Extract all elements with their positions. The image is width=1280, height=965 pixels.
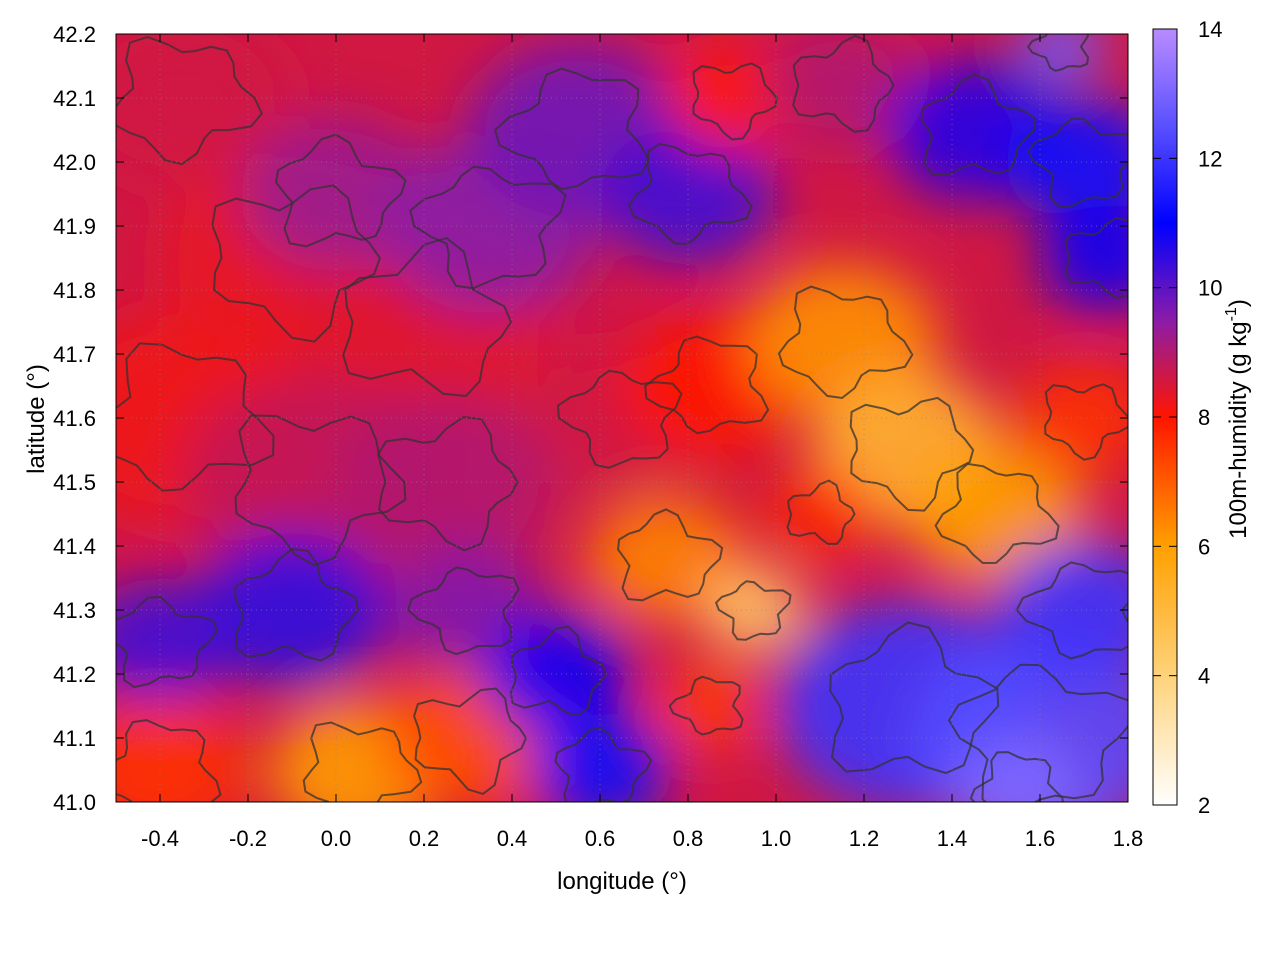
colorbar-label: 100m-humidity (g kg-1)	[1223, 299, 1252, 539]
contour-line-10	[1027, 117, 1128, 208]
y-tick-label-4: 41.4	[53, 534, 96, 559]
humidity-region-29	[701, 567, 807, 653]
contour-line-8	[792, 34, 895, 133]
humidity-region-0	[116, 34, 292, 186]
y-tick-label-1: 41.1	[53, 726, 96, 751]
contour-line-20	[413, 687, 528, 796]
contour-line-5	[493, 67, 650, 191]
y-tick-label-2: 41.2	[53, 662, 96, 687]
contour-line-19	[302, 721, 423, 802]
contour-line-37	[969, 751, 1064, 802]
contour-line-6	[627, 142, 753, 246]
humidity-region-33	[1040, 205, 1128, 311]
humidity-heatmap	[116, 34, 1128, 802]
contour-line-7	[692, 62, 778, 141]
humidity-region-10	[1004, 98, 1128, 226]
contour-line-23	[556, 369, 683, 469]
x-tick-label-9: 1.4	[937, 826, 968, 851]
colorbar-tick-label-5: 12	[1198, 146, 1222, 171]
x-tick-label-5: 0.6	[585, 826, 616, 851]
y-tick-label-12: 42.2	[53, 22, 96, 47]
x-tick-label-7: 1.0	[761, 826, 792, 851]
humidity-region-37	[952, 736, 1084, 802]
y-tick-label-6: 41.6	[53, 406, 96, 431]
x-tick-label-1: -0.2	[229, 826, 267, 851]
x-tick-label-3: 0.2	[409, 826, 440, 851]
contour-line-31	[934, 462, 1060, 565]
plot-area	[116, 34, 1128, 802]
x-tick-label-4: 0.4	[497, 826, 528, 851]
colorbar-tick-label-6: 14	[1198, 17, 1222, 42]
humidity-region-18	[116, 699, 248, 802]
humidity-region-28	[586, 495, 746, 623]
contour-line-28	[616, 508, 724, 602]
contour-line-4	[409, 165, 567, 290]
contour-line-2	[342, 236, 513, 398]
colorbar-label-sup: -1	[1223, 307, 1240, 321]
y-axis-label: latitude (°)	[23, 364, 50, 474]
x-tick-label-10: 1.6	[1025, 826, 1056, 851]
contour-line-1	[211, 184, 382, 343]
humidity-region-32	[1018, 365, 1128, 471]
contour-line-24	[644, 335, 770, 435]
contour-line-33	[1064, 216, 1128, 300]
humidity-region-36	[996, 539, 1128, 681]
contour-line-16	[116, 595, 219, 689]
y-tick-label-11: 42.1	[53, 86, 96, 111]
contour-line-11	[1026, 34, 1090, 72]
contour-line-13	[234, 414, 407, 567]
colorbar-tick-label-4: 10	[1198, 276, 1222, 301]
contour-line-3	[275, 133, 407, 248]
grid-lines	[116, 34, 1128, 802]
y-tick-label-9: 41.9	[53, 214, 96, 239]
contour-line-27	[786, 479, 856, 545]
y-tick-label-5: 41.5	[53, 470, 96, 495]
contour-line-9	[920, 73, 1037, 176]
humidity-region-11	[1018, 34, 1106, 82]
humidity-region-8	[762, 34, 922, 149]
contour-line-29	[714, 580, 792, 641]
x-axis: -0.4 -0.2 0.0 0.2 0.4 0.6 0.8 1.0 1.2 1.4 1.6 1.8	[141, 34, 1143, 851]
x-tick-label-0: -0.4	[141, 826, 179, 851]
terrain-contours	[116, 34, 1128, 802]
y-tick-label-0: 41.0	[53, 790, 96, 815]
contour-line-34	[829, 621, 1000, 775]
colorbar-ticks: 2 4 6 8 10 12 14	[1153, 17, 1222, 818]
contour-line-25	[777, 285, 914, 400]
contour-line-17	[407, 566, 520, 656]
contour-line-35	[947, 663, 1128, 802]
contour-line-14	[377, 416, 519, 552]
y-tick-label-3: 41.3	[53, 598, 96, 623]
colorbar-tick-label-3: 8	[1198, 405, 1210, 430]
y-axis: 41.0 41.1 41.2 41.3 41.4 41.5 41.6 41.7 41.8 41.9…	[53, 22, 1128, 815]
y-tick-label-10: 42.0	[53, 150, 96, 175]
y-tick-label-8: 41.8	[53, 278, 96, 303]
colorbar-label-main: 100m-humidity (g kg	[1225, 321, 1252, 538]
colorbar-label-end: )	[1225, 299, 1252, 307]
colorbar-tick-label-1: 4	[1198, 664, 1210, 689]
x-tick-label-8: 1.2	[849, 826, 880, 851]
contour-line-18	[116, 719, 222, 802]
colorbar: 2 4 6 8 10 12 14 100m-humidity (g kg-1)	[1152, 17, 1252, 818]
x-tick-label-2: 0.0	[321, 826, 352, 851]
colorbar-tick-label-0: 2	[1198, 793, 1210, 818]
contour-line-32	[1044, 383, 1128, 461]
contour-line-26	[849, 396, 975, 512]
x-axis-label: longitude (°)	[557, 868, 687, 895]
y-tick-label-7: 41.7	[53, 342, 96, 367]
colorbar-tick-label-2: 6	[1198, 534, 1210, 559]
x-tick-label-6: 0.8	[673, 826, 704, 851]
contour-line-12	[116, 342, 275, 492]
contour-line-30	[668, 675, 744, 736]
x-tick-label-11: 1.8	[1113, 826, 1144, 851]
humidity-region-30	[657, 663, 763, 749]
